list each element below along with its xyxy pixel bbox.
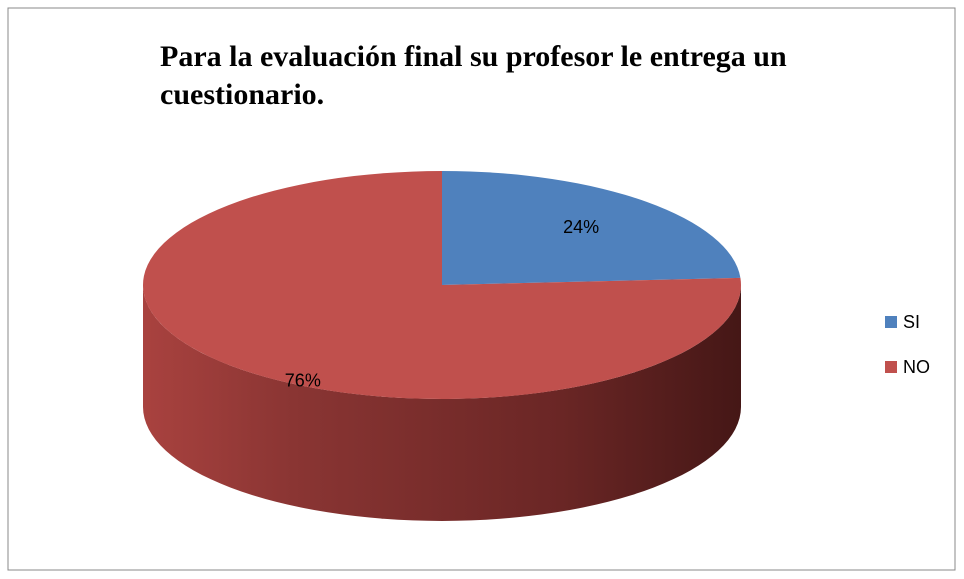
data-label: 76% <box>285 370 321 390</box>
chart-border <box>7 7 956 571</box>
pie-slice <box>142 171 741 400</box>
chart-title: Para la evaluación final su profesor le … <box>160 40 787 111</box>
legend-swatch <box>885 316 897 328</box>
pie-slice-side <box>143 285 741 521</box>
legend-label: SI <box>903 312 920 332</box>
legend-swatch <box>885 361 897 373</box>
pie-slice <box>442 171 741 285</box>
legend-label: NO <box>903 357 930 377</box>
data-label: 24% <box>563 217 599 237</box>
